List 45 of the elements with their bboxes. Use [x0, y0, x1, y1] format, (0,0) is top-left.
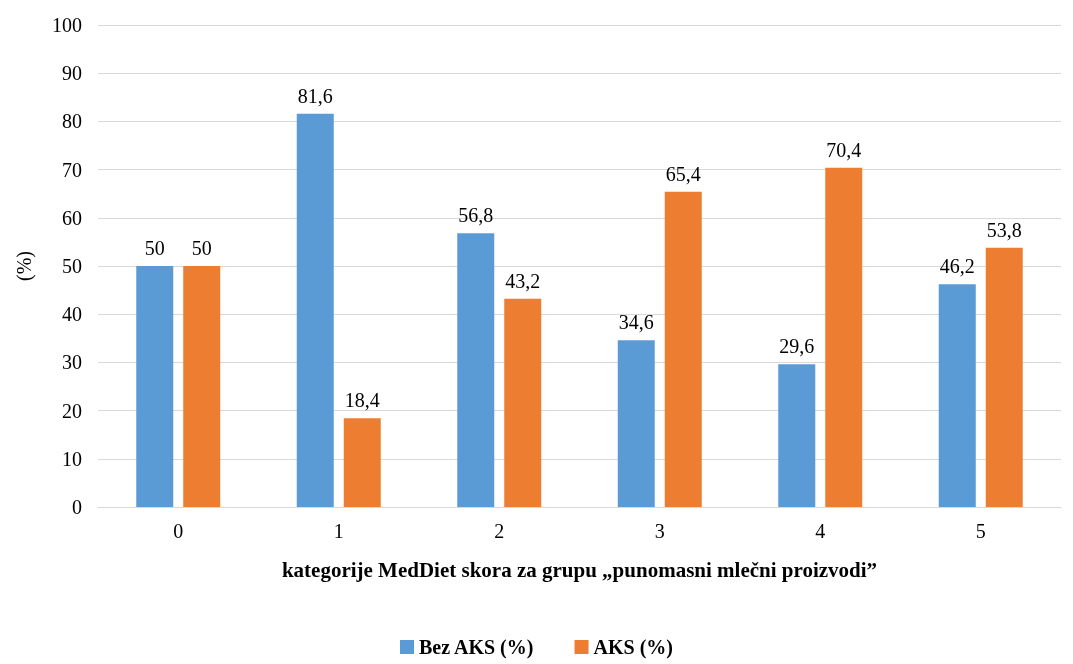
x-tick-label: 5: [975, 520, 986, 542]
bar: [664, 191, 702, 507]
x-tick-label: 3: [654, 520, 665, 542]
bar: [136, 266, 174, 507]
bar: [825, 167, 863, 507]
data-label: 70,4: [826, 138, 862, 161]
bar: [457, 233, 495, 507]
bar: [938, 284, 976, 507]
data-label: 81,6: [297, 84, 333, 107]
data-label: 46,2: [939, 255, 975, 278]
y-tick-label: 80: [62, 110, 82, 133]
data-label: 29,6: [779, 335, 815, 358]
data-label: 50: [144, 237, 165, 259]
x-tick-label: 4: [815, 520, 826, 542]
y-tick-label: 10: [62, 447, 82, 470]
y-tick-label: 30: [62, 351, 82, 374]
data-label: 50: [191, 237, 212, 259]
y-tick-label: 0: [72, 496, 82, 518]
y-tick-label: 40: [62, 303, 82, 326]
y-tick-label: 60: [62, 206, 82, 229]
bar: [504, 298, 542, 507]
data-label: 18,4: [344, 389, 380, 412]
y-tick-label: 50: [62, 255, 82, 277]
bar: [617, 340, 655, 507]
y-tick-label: 100: [52, 14, 82, 36]
y-axis-title: (%): [13, 251, 36, 281]
data-label: 65,4: [665, 162, 701, 185]
legend-label: AKS (%): [593, 636, 673, 659]
legend-label: Bez AKS (%): [419, 636, 534, 659]
data-label: 43,2: [505, 269, 541, 292]
data-label: 56,8: [458, 204, 494, 227]
y-tick-label: 90: [62, 62, 82, 85]
y-tick-label: 70: [62, 158, 82, 181]
y-tick-label: 20: [62, 399, 82, 422]
bar: [343, 418, 381, 507]
bar: [296, 113, 334, 507]
bar: [778, 364, 816, 507]
x-tick-label: 2: [494, 520, 505, 542]
data-label: 34,6: [618, 311, 654, 334]
x-tick-label: 1: [333, 520, 344, 542]
bar: [183, 266, 221, 507]
data-label: 53,8: [986, 218, 1022, 241]
x-tick-label: 0: [173, 520, 184, 542]
x-axis-title: kategorije MedDiet skora za grupu „punomasni mlečni proizvodi”: [281, 557, 878, 582]
bar: [985, 247, 1023, 507]
